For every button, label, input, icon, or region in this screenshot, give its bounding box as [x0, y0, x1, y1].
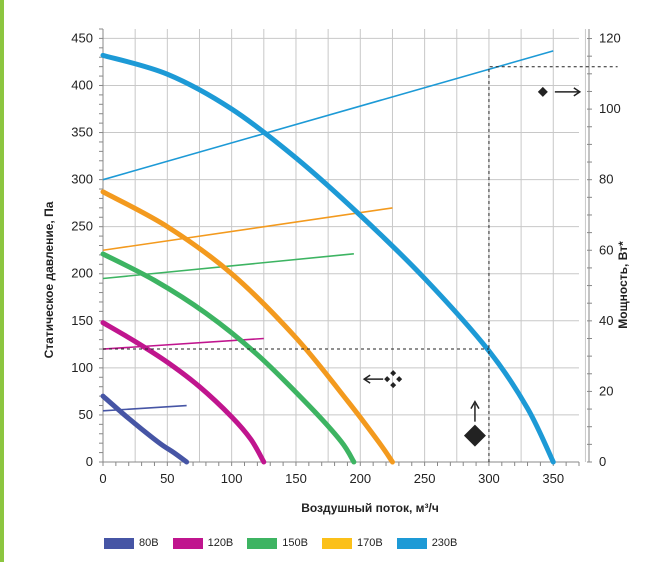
x-tick-label: 100: [221, 471, 243, 486]
y2-tick-label: 40: [599, 313, 613, 328]
y2-tick-label: 100: [599, 101, 621, 116]
legend-label: 150В: [282, 537, 308, 549]
pressure-curve-120в: [100, 320, 267, 465]
cluster-diamond-marker: [390, 370, 397, 377]
y-tick-label: 250: [71, 219, 93, 234]
x-tick-label: 200: [349, 471, 371, 486]
legend-item: 150В: [247, 537, 308, 549]
chart-axes: [99, 28, 592, 466]
y2-tick-label: 20: [599, 383, 613, 398]
legend-label: 230В: [431, 537, 458, 549]
legend-label: 120В: [207, 537, 234, 549]
legend-swatch: [321, 537, 352, 549]
cluster-diamond-marker: [384, 376, 391, 383]
y2-tick-label: 0: [599, 454, 606, 469]
y2-tick-label: 60: [599, 242, 613, 257]
dashed-guide-line: [488, 66, 618, 462]
y-axis-title: Статическое давление, Па: [42, 201, 56, 358]
y-tick-label: 150: [71, 313, 93, 328]
y-tick-label: 300: [71, 172, 93, 187]
y2-tick-label: 120: [599, 31, 621, 46]
arrow-up-head: [470, 400, 480, 410]
legend-item: 170В: [321, 537, 383, 549]
legend-label: 170В: [356, 537, 383, 549]
diamond-marker: [463, 424, 486, 447]
y-tick-label: 200: [71, 266, 93, 281]
x-axis-title: Воздушный поток, м³/ч: [301, 501, 439, 515]
power-line-170в: [102, 207, 393, 252]
x-tick-label: 300: [478, 471, 500, 486]
legend-swatch: [104, 537, 134, 549]
pressure-curve-80в: [100, 393, 190, 465]
cluster-diamond-marker: [396, 376, 403, 383]
x-tick-label: 150: [285, 471, 307, 486]
x-tick-label: 0: [99, 471, 106, 486]
pressure-curves: [100, 52, 556, 465]
legend-swatch: [247, 537, 278, 549]
accent-bar: [0, 0, 4, 562]
y2-axis-title: Мощность, Вт*: [616, 241, 630, 329]
legend-item: 120В: [172, 537, 234, 549]
tick-labels: 0 50 100 150 200 250 300 3500501001502002503003…: [71, 30, 620, 486]
y-tick-label: 400: [71, 77, 93, 92]
power-line-230в: [102, 50, 554, 181]
legend-label: 80В: [139, 537, 159, 549]
arrow-left-head: [362, 374, 371, 384]
legend-swatch: [396, 537, 427, 549]
x-tick-label: 50: [160, 471, 174, 486]
x-tick-label: 250: [414, 471, 436, 486]
cluster-diamond-marker: [390, 382, 397, 389]
y-tick-label: 50: [79, 407, 93, 422]
pressure-curve-230в: [100, 52, 556, 465]
y-tick-label: 450: [71, 30, 93, 45]
pressure-curve-170в: [100, 189, 395, 465]
small-diamond-marker: [537, 86, 548, 97]
y-tick-label: 100: [71, 360, 93, 375]
arrow-right-head: [573, 87, 582, 97]
x-tick-label: 350: [542, 471, 564, 486]
legend: 80В 120В 150В 170В 230В: [104, 537, 471, 549]
chart-annotations: [103, 66, 618, 462]
legend-item: 80В: [104, 537, 159, 549]
y-tick-label: 350: [71, 125, 93, 140]
y2-tick-label: 80: [599, 172, 613, 187]
y-tick-label: 0: [86, 454, 93, 469]
legend-item: 230В: [396, 537, 458, 549]
legend-swatch: [172, 537, 203, 549]
pressure-curve-150в: [100, 251, 357, 465]
